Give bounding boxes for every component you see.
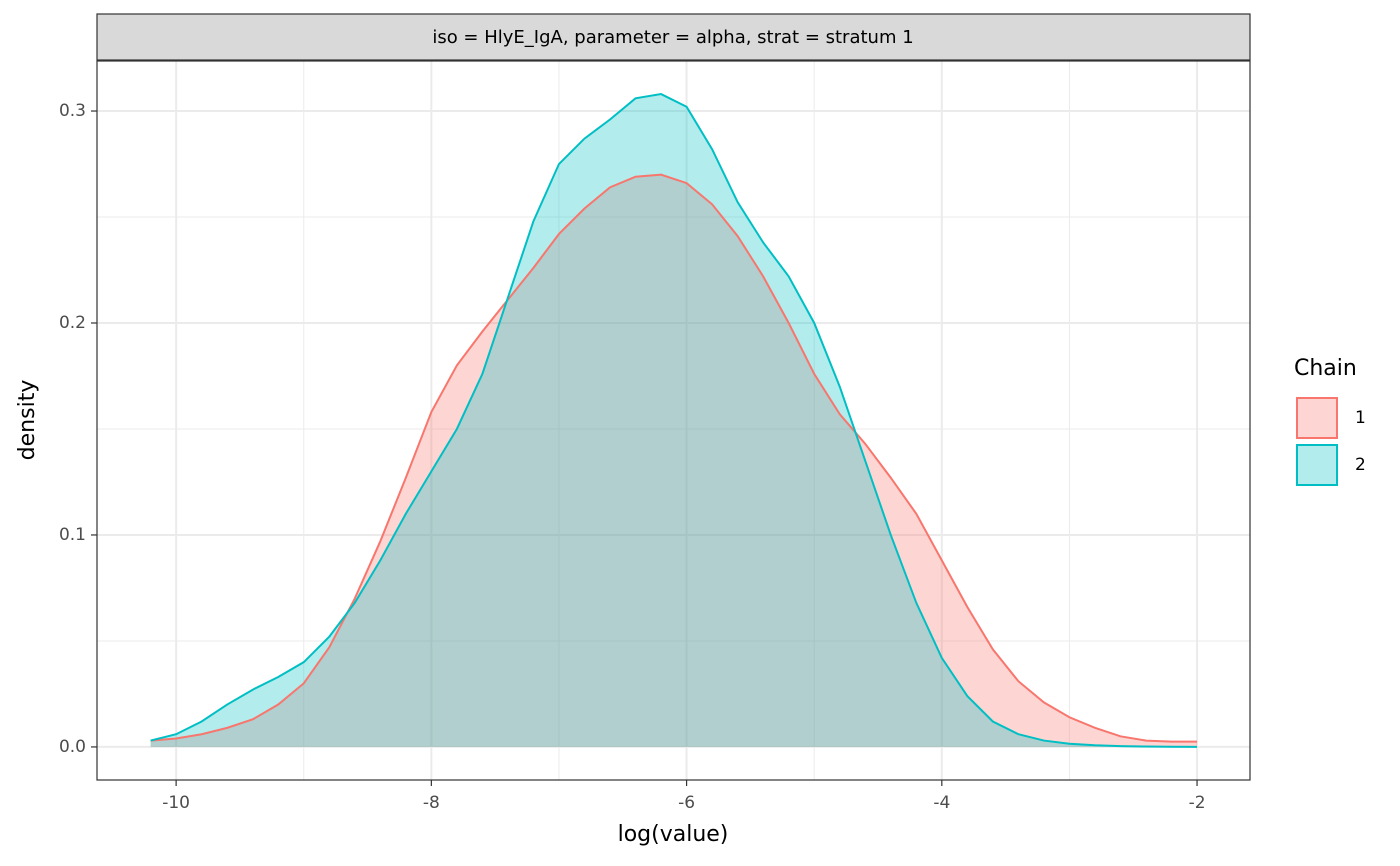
legend-key <box>1296 397 1338 439</box>
x-tick-label: -4 <box>933 793 950 813</box>
x-tick-label: -2 <box>1189 793 1206 813</box>
y-axis-title: density <box>15 380 40 461</box>
x-axis-title: log(value) <box>618 822 729 847</box>
legend-label: 1 <box>1355 408 1366 428</box>
legend-key-bg <box>1296 397 1338 439</box>
legend-key <box>1296 444 1338 486</box>
x-tick-label: -6 <box>678 793 695 813</box>
density-area <box>150 94 1198 747</box>
density-line <box>150 173 1198 743</box>
x-tick-label: -8 <box>423 793 440 813</box>
x-tick-label: -10 <box>162 793 190 813</box>
panel-border <box>96 60 1251 781</box>
y-tick-label: 0.0 <box>59 737 86 757</box>
y-tick-label: 0.3 <box>59 101 86 121</box>
y-tick-label: 0.2 <box>59 313 86 333</box>
density-area <box>150 174 1198 747</box>
y-tick-label: 0.1 <box>59 525 86 545</box>
legend-key-bg <box>1296 444 1338 486</box>
strip <box>96 13 1251 61</box>
legend-label: 2 <box>1355 455 1366 475</box>
strip-label: iso = HlyE_IgA, parameter = alpha, strat… <box>432 27 913 48</box>
density-line <box>150 93 1198 748</box>
legend-title: Chain <box>1294 356 1357 381</box>
